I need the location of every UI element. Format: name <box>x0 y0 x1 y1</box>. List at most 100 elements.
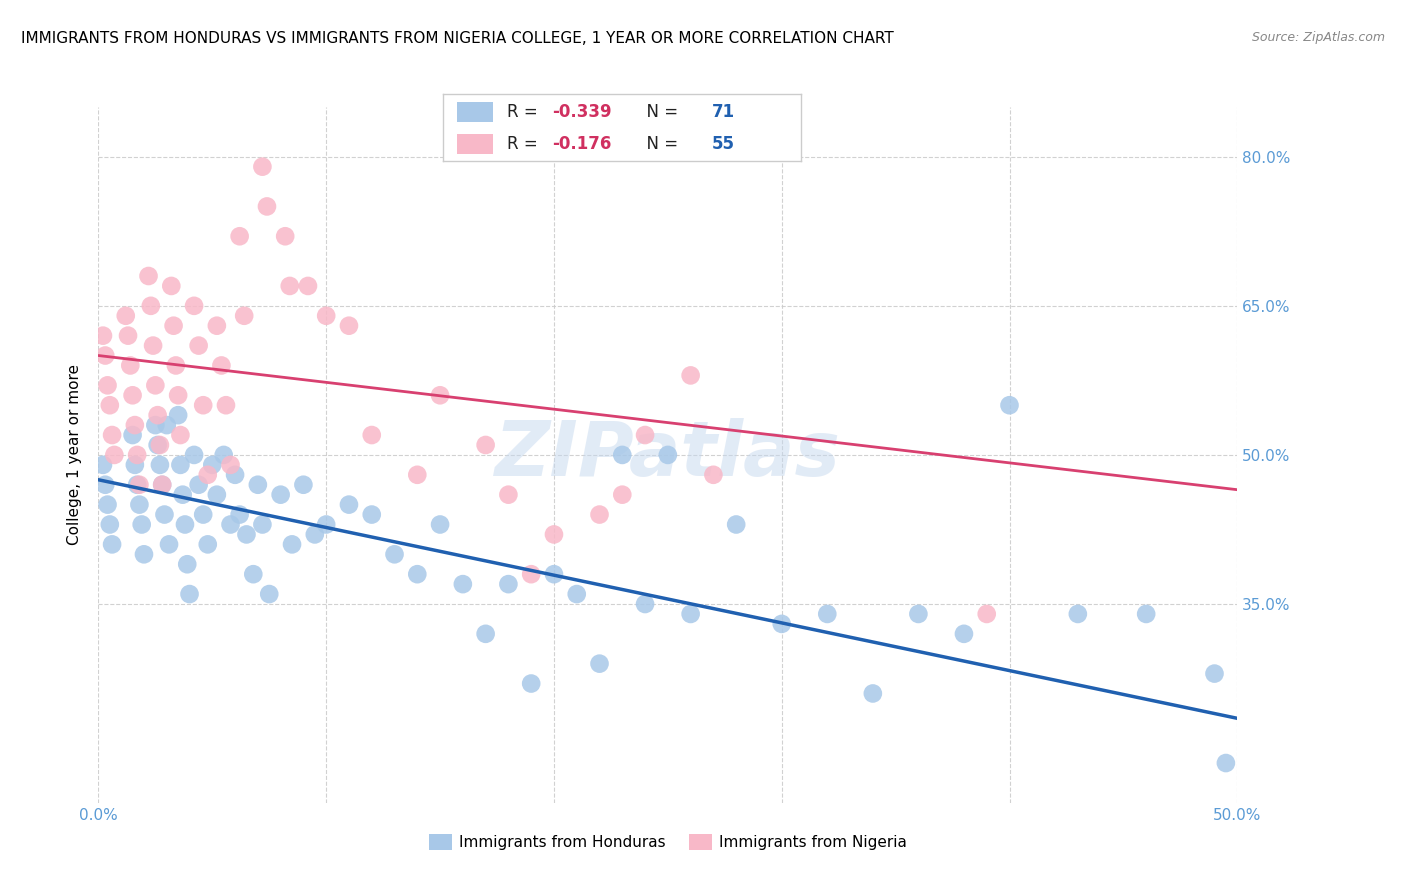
Point <box>429 388 451 402</box>
Point <box>292 477 315 491</box>
Point <box>201 458 224 472</box>
Point <box>702 467 724 482</box>
Point <box>998 398 1021 412</box>
Point <box>498 577 520 591</box>
Point <box>976 607 998 621</box>
Point <box>270 488 292 502</box>
Point <box>679 368 702 383</box>
Point <box>146 408 169 422</box>
Text: Source: ZipAtlas.com: Source: ZipAtlas.com <box>1251 31 1385 45</box>
Point <box>520 676 543 690</box>
Point <box>96 378 118 392</box>
Point <box>145 418 167 433</box>
Bar <box>457 134 494 153</box>
Point <box>169 458 191 472</box>
Point <box>242 567 264 582</box>
Point <box>96 498 118 512</box>
Point <box>1067 607 1090 621</box>
Text: R =: R = <box>508 103 544 121</box>
Point <box>281 537 304 551</box>
Point <box>121 388 143 402</box>
Point <box>121 428 143 442</box>
Point <box>657 448 679 462</box>
Point <box>565 587 588 601</box>
Point <box>149 458 172 472</box>
Point <box>233 309 256 323</box>
Point <box>219 458 242 472</box>
Point <box>132 547 155 561</box>
Point <box>304 527 326 541</box>
Point <box>543 567 565 582</box>
Point <box>128 498 150 512</box>
Point <box>209 359 232 373</box>
Point <box>907 607 929 621</box>
Point <box>179 587 201 601</box>
Point <box>197 467 219 482</box>
Point <box>174 517 197 532</box>
Point <box>205 318 228 333</box>
Point <box>127 477 149 491</box>
Point <box>337 318 360 333</box>
Point <box>172 488 194 502</box>
Point <box>297 279 319 293</box>
Point <box>162 318 184 333</box>
Point <box>315 309 337 323</box>
Point <box>588 508 610 522</box>
Point <box>315 517 337 532</box>
Point <box>1204 666 1226 681</box>
Point <box>274 229 297 244</box>
Point <box>98 398 121 412</box>
Point <box>634 428 657 442</box>
Point <box>212 448 235 462</box>
Point <box>150 477 173 491</box>
Text: 55: 55 <box>711 135 735 153</box>
Point <box>183 448 205 462</box>
Point <box>259 587 281 601</box>
Point <box>612 488 634 502</box>
Point <box>953 627 976 641</box>
Point <box>543 527 565 541</box>
Point <box>815 607 838 621</box>
Point <box>406 467 429 482</box>
Point <box>153 508 176 522</box>
Point <box>165 359 187 373</box>
Point <box>193 508 215 522</box>
Point <box>679 607 702 621</box>
Point <box>138 268 160 283</box>
Point <box>91 458 114 472</box>
Text: R =: R = <box>508 135 544 153</box>
Point <box>146 438 169 452</box>
Point <box>150 477 173 491</box>
Point <box>228 508 250 522</box>
Point <box>197 537 219 551</box>
Point <box>384 547 406 561</box>
Point <box>124 418 146 433</box>
Point <box>252 517 274 532</box>
Point <box>634 597 657 611</box>
Point <box>498 488 520 502</box>
Point <box>1135 607 1157 621</box>
Point <box>101 537 124 551</box>
Point <box>101 428 124 442</box>
Point <box>1215 756 1237 770</box>
Point <box>120 359 142 373</box>
Point <box>145 378 167 392</box>
Point <box>187 477 209 491</box>
Point <box>169 428 191 442</box>
Point <box>103 448 125 462</box>
Point <box>193 398 215 412</box>
Point <box>94 349 117 363</box>
Point <box>98 517 121 532</box>
Point <box>142 338 165 352</box>
Point <box>167 408 190 422</box>
Point <box>219 517 242 532</box>
Text: -0.339: -0.339 <box>553 103 612 121</box>
Point <box>187 338 209 352</box>
Point <box>114 309 136 323</box>
Point <box>160 279 183 293</box>
Y-axis label: College, 1 year or more: College, 1 year or more <box>67 365 83 545</box>
Point <box>91 328 114 343</box>
Point <box>139 299 162 313</box>
Point <box>256 199 278 213</box>
Point <box>246 477 269 491</box>
